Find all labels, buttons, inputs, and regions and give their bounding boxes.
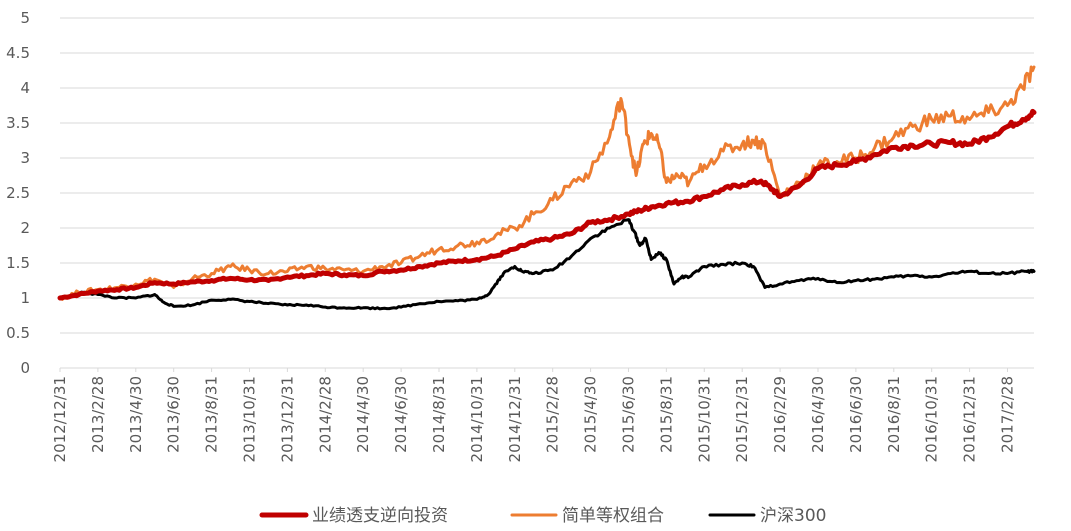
y-tick-label: 2.5 — [6, 184, 30, 202]
y-tick-label: 1 — [20, 289, 30, 307]
x-tick-label: 2013/10/31 — [240, 376, 258, 462]
x-tick-label: 2016/2/29 — [771, 376, 789, 453]
x-tick-label: 2015/4/30 — [582, 376, 600, 453]
legend-label: 沪深300 — [760, 506, 826, 526]
x-tick-label: 2013/2/28 — [89, 376, 107, 453]
grid-lines — [60, 17, 1034, 334]
y-tick-label: 0.5 — [6, 324, 30, 342]
x-tick-label: 2015/8/31 — [657, 376, 675, 453]
y-tick-label: 0 — [20, 359, 30, 377]
series-lines — [57, 65, 1037, 311]
x-tick-label: 2014/4/30 — [354, 376, 372, 453]
x-tick-label: 2013/12/31 — [278, 376, 296, 462]
x-tick-label: 2014/2/28 — [316, 376, 334, 453]
x-tick-label: 2014/8/31 — [430, 376, 448, 453]
x-tick-label: 2016/6/30 — [847, 376, 865, 453]
y-tick-label: 1.5 — [6, 254, 30, 272]
x-tick-label: 2016/8/31 — [885, 376, 903, 453]
x-tick-label: 2014/6/30 — [392, 376, 410, 453]
y-tick-label: 4.5 — [6, 44, 30, 62]
x-tick-label: 2015/2/28 — [544, 376, 562, 453]
x-tick-label: 2015/12/31 — [733, 376, 751, 462]
x-tick-label: 2013/8/31 — [203, 376, 221, 453]
x-tick-label: 2016/12/31 — [961, 376, 979, 462]
legend: 业绩透支逆向投资 简单等权组合 沪深300 — [259, 506, 826, 526]
x-tick-label: 2013/4/30 — [127, 376, 145, 453]
y-tick-label: 4 — [20, 79, 30, 97]
series-line-1 — [58, 65, 1036, 301]
y-tick-label: 3 — [20, 149, 30, 167]
y-tick-label: 2 — [20, 219, 30, 237]
x-tick-label: 2015/10/31 — [695, 376, 713, 462]
x-tick-label: 2013/6/30 — [165, 376, 183, 453]
x-tick-label: 2016/10/31 — [923, 376, 941, 462]
y-tick-label: 3.5 — [6, 114, 30, 132]
x-tick-label: 2014/12/31 — [506, 376, 524, 462]
x-tick-label: 2012/12/31 — [51, 376, 69, 462]
x-axis: 2012/12/31 2013/2/28 2013/4/30 2013/6/30 201… — [51, 368, 1016, 462]
y-tick-label: 5 — [20, 9, 30, 27]
y-axis: 0 0.5 1 1.5 2 2.5 3 3.5 4 4.5 5 — [6, 9, 30, 377]
series-line-0 — [57, 108, 1037, 301]
legend-label: 简单等权组合 — [562, 506, 664, 526]
x-tick-label: 2017/2/28 — [998, 376, 1016, 453]
series-line-2 — [58, 218, 1036, 311]
x-tick-label: 2015/6/30 — [619, 376, 637, 453]
x-tick-label: 2014/10/31 — [468, 376, 486, 462]
x-tick-label: 2016/4/30 — [809, 376, 827, 453]
legend-label: 业绩透支逆向投资 — [312, 506, 448, 526]
